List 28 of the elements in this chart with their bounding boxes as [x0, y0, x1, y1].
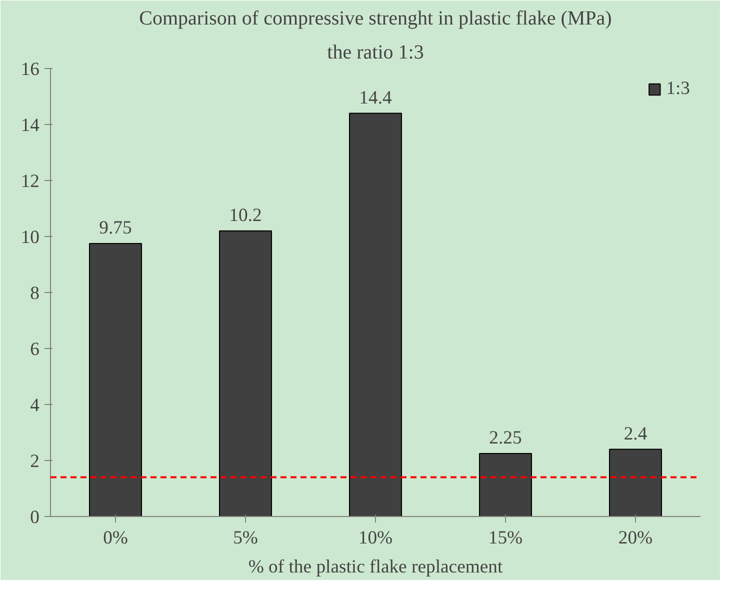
data-label: 9.75: [99, 218, 132, 238]
chart-title: Comparison of compressive strenght in plastic flake (MPa): [139, 8, 612, 30]
bar: [479, 453, 532, 516]
y-tick-label: 0: [30, 507, 40, 528]
data-label: 10.2: [229, 204, 262, 226]
bar: [219, 230, 272, 516]
x-tick-label: 0%: [103, 528, 128, 548]
bar: [89, 243, 142, 516]
y-tick-label: 8: [30, 283, 40, 304]
bar: [349, 112, 402, 516]
x-tick-label: 20%: [618, 528, 653, 548]
y-tick-label: 6: [30, 339, 40, 360]
y-tick-label: 2: [30, 451, 40, 472]
x-tick-label: 15%: [488, 528, 523, 548]
y-tick-label: 4: [30, 395, 40, 416]
data-label: 2.25: [489, 428, 522, 448]
y-tick-label: 16: [20, 59, 40, 80]
x-tick-label: 10%: [358, 528, 393, 548]
x-tick-label: 5%: [233, 528, 258, 548]
chart-subtitle: the ratio 1:3: [327, 42, 424, 64]
y-tick-label: 14: [20, 115, 40, 136]
legend-label: 1:3: [666, 78, 690, 100]
y-tick-label: 12: [20, 171, 40, 192]
data-label: 14.4: [359, 87, 392, 108]
data-label: 2.4: [624, 423, 648, 444]
x-axis-title: % of the plastic flake replacement: [248, 556, 504, 578]
bar: [609, 448, 662, 516]
y-tick-label: 10: [20, 227, 40, 248]
